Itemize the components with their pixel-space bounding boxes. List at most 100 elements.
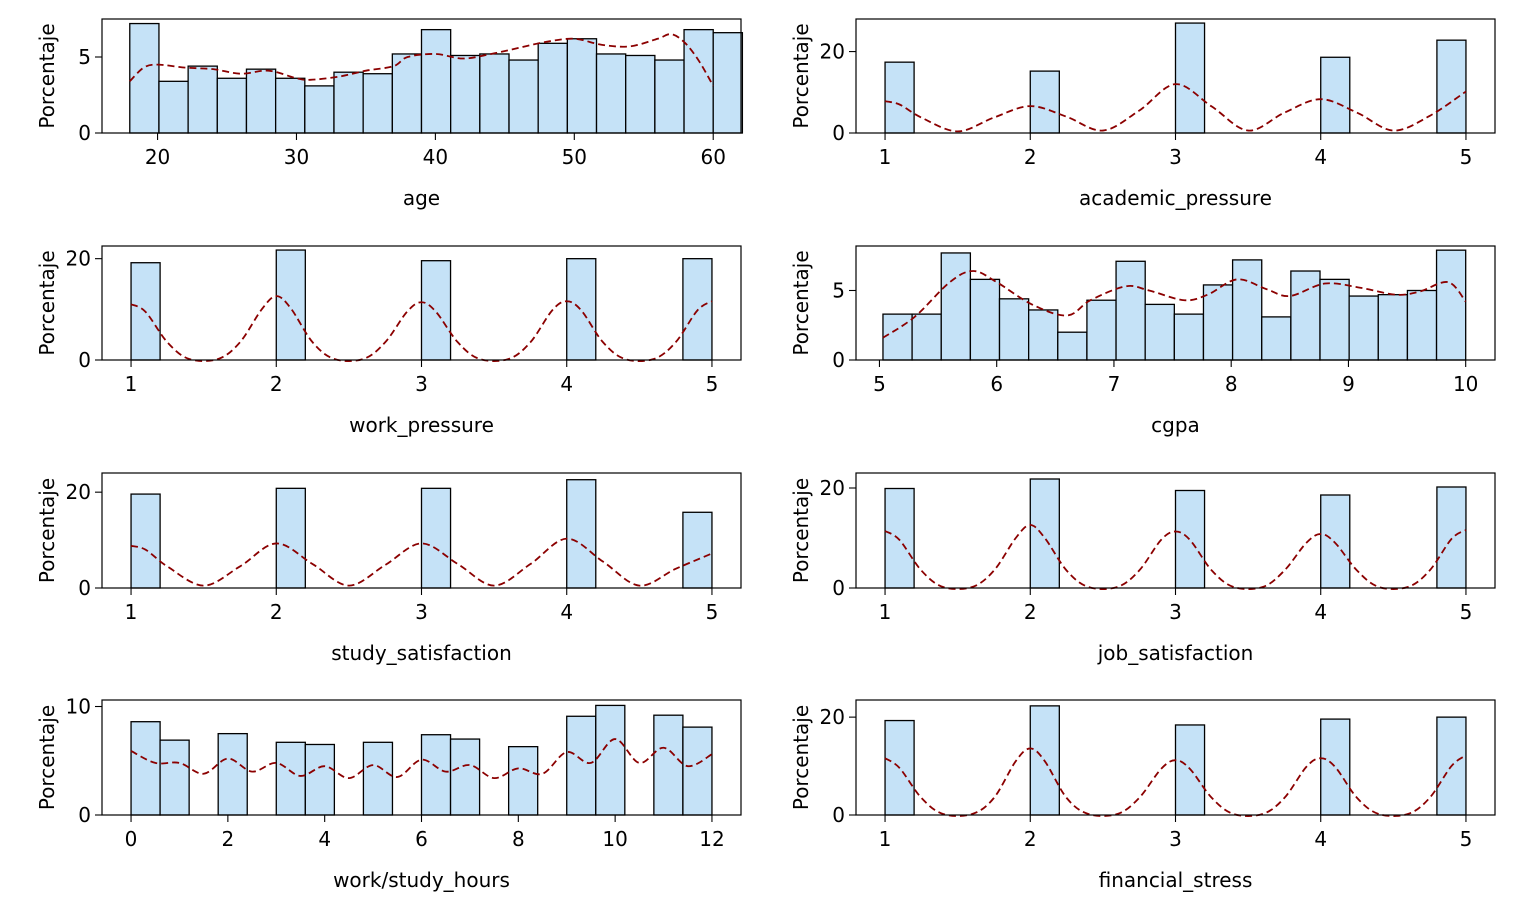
- bar: [507, 746, 539, 816]
- bar: [333, 71, 364, 134]
- bar: [884, 487, 915, 589]
- x-tick-label: 10: [1453, 372, 1478, 396]
- bar: [274, 77, 306, 134]
- bar: [884, 61, 915, 134]
- bar: [625, 54, 656, 134]
- y-axis-label: Porcentaje: [35, 478, 59, 583]
- x-tick-label: 8: [1225, 372, 1238, 396]
- x-tick-label: 60: [700, 145, 725, 169]
- y-tick-label: 0: [832, 121, 845, 145]
- x-tick-label: 8: [512, 827, 525, 851]
- bar: [449, 738, 481, 816]
- x-axis-label: work_pressure: [349, 413, 494, 437]
- y-tick-label: 20: [820, 705, 845, 729]
- x-tick-label: 12: [699, 827, 724, 851]
- panel-study-satisfaction: 1 2 3 4 5 0 20 study_satisfaction Porcentaje: [35, 472, 742, 665]
- x-tick-label: 5: [1460, 827, 1473, 851]
- x-tick-label: 2: [1024, 827, 1037, 851]
- x-tick-label: 2: [1024, 145, 1037, 169]
- x-tick-label: 7: [1108, 372, 1121, 396]
- bar: [129, 22, 160, 134]
- bar: [940, 252, 972, 361]
- bar: [362, 73, 393, 134]
- bar: [275, 487, 306, 589]
- x-tick-label: 2: [270, 600, 283, 624]
- panel-academic-pressure: 1 2 3 4 5 0 20 academic_pressure Porcentaje: [789, 18, 1496, 210]
- bar: [1174, 489, 1206, 589]
- x-tick-label: 5: [706, 600, 719, 624]
- bar: [1029, 70, 1060, 134]
- x-tick-label: 4: [1314, 600, 1327, 624]
- y-tick-label: 0: [832, 576, 845, 600]
- x-tick-label: 20: [145, 145, 170, 169]
- bar: [1115, 260, 1146, 361]
- panel-cgpa: 5 6 7 8 9 10 0 5 cgpa Porcentaje: [789, 245, 1496, 437]
- bar: [1290, 270, 1321, 361]
- bar: [911, 313, 942, 361]
- bar: [420, 28, 452, 134]
- x-axis-label: job_satisfaction: [1097, 641, 1254, 665]
- bar: [682, 511, 713, 589]
- bar: [884, 719, 915, 816]
- kde-curve: [882, 270, 1467, 339]
- x-axis-label: study_satisfaction: [331, 641, 512, 665]
- bar: [187, 65, 218, 134]
- bar: [217, 732, 248, 816]
- bar: [1261, 316, 1292, 361]
- x-tick-label: 1: [879, 600, 892, 624]
- bar: [1231, 259, 1263, 361]
- x-tick-label: 30: [284, 145, 309, 169]
- bar: [130, 493, 161, 589]
- bar: [275, 741, 306, 816]
- y-tick-label: 20: [66, 247, 91, 271]
- x-axis-label: academic_pressure: [1079, 186, 1272, 210]
- bar: [1320, 718, 1351, 816]
- y-axis-label: Porcentaje: [35, 250, 59, 355]
- y-tick-label: 20: [820, 40, 845, 64]
- bar: [1057, 331, 1088, 361]
- kde-curve: [884, 524, 1467, 590]
- panel-financial-stress: 1 2 3 4 5 0 20 financial_stress Porcentaje: [789, 699, 1496, 892]
- kde-curve: [884, 83, 1467, 133]
- y-axis-label: Porcentaje: [789, 250, 813, 355]
- y-tick-label: 0: [78, 576, 91, 600]
- x-tick-label: 6: [990, 372, 1003, 396]
- kde-curve: [130, 295, 713, 362]
- x-tick-label: 5: [873, 372, 886, 396]
- bar: [1202, 284, 1234, 361]
- bar: [1173, 313, 1205, 361]
- bar: [1086, 299, 1117, 361]
- x-tick-label: 3: [1169, 827, 1182, 851]
- bar: [1320, 494, 1351, 589]
- x-tick-label: 5: [1460, 600, 1473, 624]
- x-tick-label: 3: [415, 600, 428, 624]
- bar: [1028, 309, 1059, 361]
- bar: [566, 715, 597, 816]
- bar: [479, 53, 510, 134]
- kde-curve: [130, 738, 713, 780]
- x-tick-label: 1: [879, 827, 892, 851]
- bar: [653, 714, 684, 816]
- bar: [683, 28, 714, 134]
- bar: [245, 68, 277, 134]
- x-axis-label: cgpa: [1151, 413, 1200, 437]
- axes-frame: [101, 18, 742, 134]
- bar: [566, 38, 598, 134]
- x-axis-label: work/study_hours: [333, 868, 510, 892]
- y-tick-label: 10: [66, 695, 91, 719]
- kde-curve: [130, 537, 713, 587]
- x-tick-label: 3: [1169, 600, 1182, 624]
- y-tick-label: 0: [832, 803, 845, 827]
- bar: [1348, 295, 1379, 361]
- bar: [998, 298, 1030, 361]
- x-tick-label: 2: [270, 372, 283, 396]
- x-tick-label: 5: [706, 372, 719, 396]
- bar: [158, 80, 189, 134]
- y-axis-label: Porcentaje: [35, 705, 59, 810]
- bar: [216, 77, 248, 134]
- x-tick-label: 4: [1314, 145, 1327, 169]
- y-axis-label: Porcentaje: [789, 705, 813, 810]
- bar: [275, 249, 306, 361]
- bar: [391, 53, 423, 134]
